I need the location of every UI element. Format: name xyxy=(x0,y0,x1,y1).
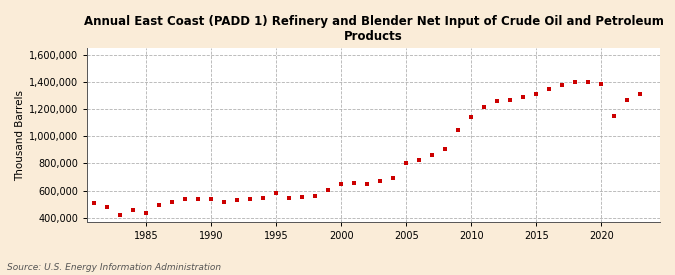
Title: Annual East Coast (PADD 1) Refinery and Blender Net Input of Crude Oil and Petro: Annual East Coast (PADD 1) Refinery and … xyxy=(84,15,664,43)
Point xyxy=(167,200,178,204)
Point xyxy=(453,127,464,132)
Point xyxy=(570,80,580,84)
Point xyxy=(258,196,269,200)
Point xyxy=(440,147,451,152)
Point xyxy=(401,161,412,166)
Point xyxy=(297,195,308,199)
Point xyxy=(531,92,542,96)
Point xyxy=(101,205,112,210)
Point xyxy=(492,99,503,104)
Point xyxy=(115,213,126,217)
Point xyxy=(128,208,138,212)
Point xyxy=(557,83,568,87)
Point xyxy=(206,197,217,202)
Point xyxy=(140,211,151,215)
Point xyxy=(349,180,360,185)
Point xyxy=(583,80,594,84)
Point xyxy=(544,86,555,91)
Point xyxy=(219,200,230,204)
Point xyxy=(323,188,333,192)
Point xyxy=(609,114,620,118)
Point xyxy=(518,95,529,99)
Point xyxy=(362,181,373,186)
Point xyxy=(245,197,256,201)
Point xyxy=(414,158,425,162)
Point xyxy=(427,152,437,157)
Point xyxy=(335,182,346,186)
Point xyxy=(154,203,165,208)
Point xyxy=(88,200,99,205)
Point xyxy=(375,179,385,183)
Point xyxy=(505,98,516,102)
Point xyxy=(388,176,399,180)
Point xyxy=(284,196,294,200)
Point xyxy=(232,198,242,202)
Point xyxy=(466,115,477,119)
Text: Source: U.S. Energy Information Administration: Source: U.S. Energy Information Administ… xyxy=(7,263,221,272)
Point xyxy=(310,194,321,198)
Point xyxy=(271,191,281,196)
Point xyxy=(479,104,490,109)
Point xyxy=(180,197,190,202)
Point xyxy=(192,197,203,201)
Point xyxy=(635,92,646,97)
Point xyxy=(596,82,607,86)
Y-axis label: Thousand Barrels: Thousand Barrels xyxy=(15,90,25,180)
Point xyxy=(622,98,633,103)
